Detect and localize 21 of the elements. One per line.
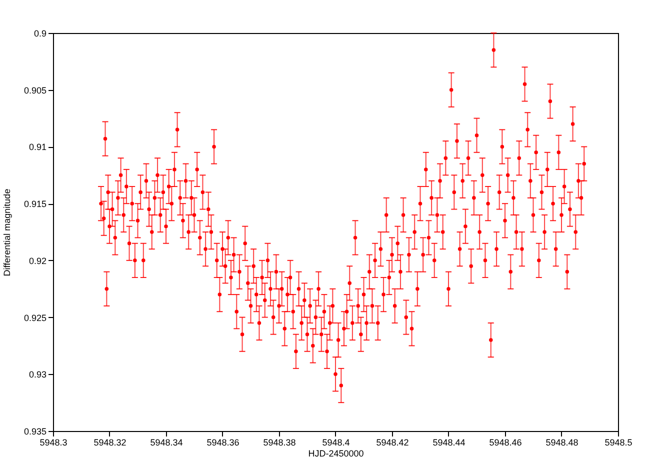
x-tick-label: 5948.46	[489, 438, 522, 448]
y-tick-label: 0.905	[24, 85, 46, 96]
y-tick-label: 0.935	[24, 426, 46, 436]
x-tick-label: 5948.5	[604, 438, 632, 448]
x-tick-label: 5948.48	[546, 438, 578, 448]
x-tick-label: 5948.4	[322, 438, 350, 448]
y-axis-title: Differential magnitude	[2, 188, 12, 276]
x-tick-label: 5948.42	[376, 438, 409, 448]
y-tick-label: 0.925	[24, 312, 46, 323]
x-tick-label: 5948.36	[206, 438, 240, 448]
x-tick-label: 5948.3	[40, 438, 68, 448]
x-tick-label: 5948.32	[94, 438, 126, 448]
y-tick-label: 0.92	[28, 256, 46, 266]
y-tick-label: 0.93	[28, 370, 46, 380]
y-tick-label: 0.9	[34, 28, 46, 38]
x-tick-label: 5948.44	[432, 438, 466, 448]
y-tick-label: 0.91	[28, 142, 46, 152]
y-tick-label: 0.915	[24, 199, 46, 210]
x-axis-title: HJD-2450000	[308, 448, 364, 458]
x-tick-label: 5948.34	[150, 438, 183, 448]
x-tick-label: 5948.38	[263, 438, 296, 448]
